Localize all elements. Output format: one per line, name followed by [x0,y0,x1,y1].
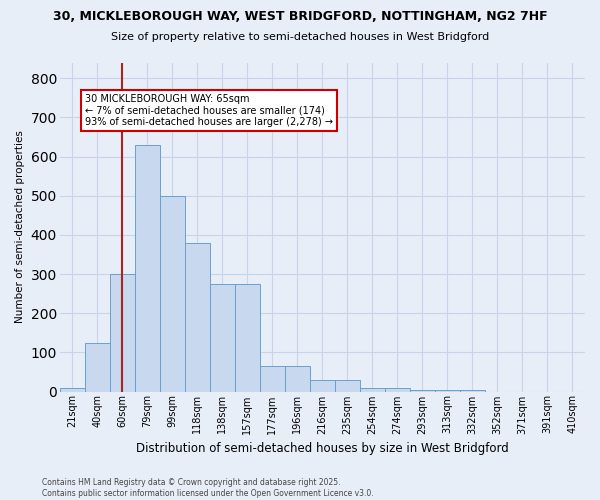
Text: 30 MICKLEBOROUGH WAY: 65sqm
← 7% of semi-detached houses are smaller (174)
93% o: 30 MICKLEBOROUGH WAY: 65sqm ← 7% of semi… [85,94,333,127]
Bar [460,390,485,392]
Bar [385,388,410,392]
Bar [110,274,135,392]
Bar [310,380,335,392]
Bar [260,366,285,392]
Bar [185,242,210,392]
Text: Contains HM Land Registry data © Crown copyright and database right 2025.
Contai: Contains HM Land Registry data © Crown c… [42,478,374,498]
Bar [160,196,185,392]
Bar [210,284,235,392]
Bar [360,388,385,392]
Bar [135,145,160,392]
Bar [60,388,85,392]
Bar [435,390,460,392]
Text: 30, MICKLEBOROUGH WAY, WEST BRIDGFORD, NOTTINGHAM, NG2 7HF: 30, MICKLEBOROUGH WAY, WEST BRIDGFORD, N… [53,10,547,23]
Bar [85,342,110,392]
Bar [410,390,435,392]
Y-axis label: Number of semi-detached properties: Number of semi-detached properties [15,130,25,324]
X-axis label: Distribution of semi-detached houses by size in West Bridgford: Distribution of semi-detached houses by … [136,442,509,455]
Text: Size of property relative to semi-detached houses in West Bridgford: Size of property relative to semi-detach… [111,32,489,42]
Bar [335,380,360,392]
Bar [235,284,260,392]
Bar [285,366,310,392]
